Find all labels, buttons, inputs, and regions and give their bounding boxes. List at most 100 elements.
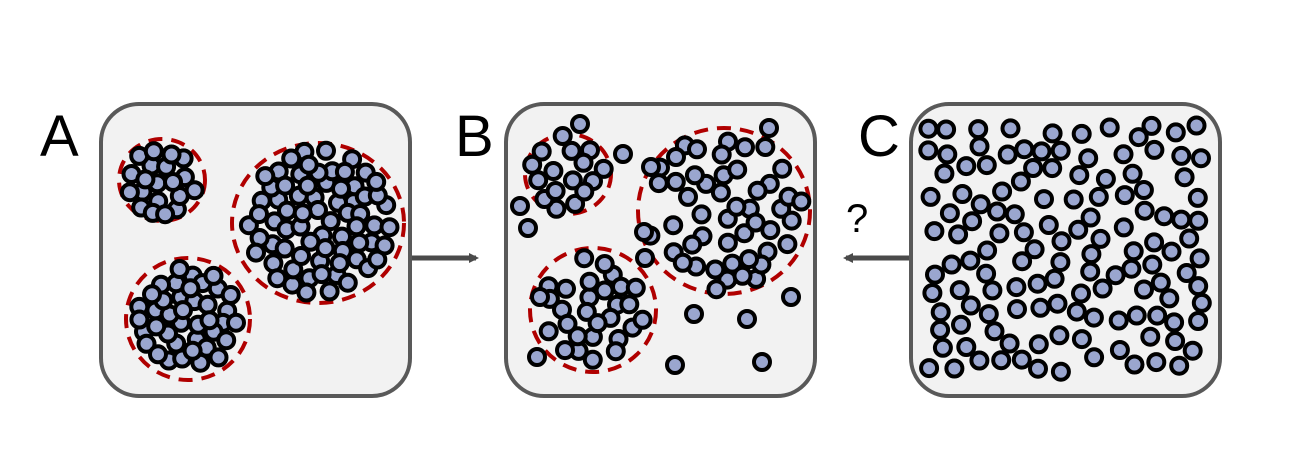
panel-c-particle — [1113, 217, 1134, 238]
panel-c-particle — [951, 314, 971, 335]
panel-c-particle — [1099, 117, 1120, 138]
panel-b-particle — [737, 309, 757, 329]
panel-c-particle — [1169, 355, 1190, 376]
panel-b-particle — [543, 161, 564, 181]
panel-c-particle — [969, 136, 990, 157]
panel-c-particle — [930, 302, 951, 323]
panel-b-particle — [634, 222, 654, 242]
panel-a-particle — [155, 204, 176, 225]
panel-a-particle — [255, 166, 276, 187]
panel-c-particle — [1113, 144, 1134, 165]
panel-c-particle — [1141, 115, 1162, 136]
panel-b-particle — [530, 287, 550, 307]
panel-a-particle — [203, 265, 224, 286]
panel-b-particle — [574, 248, 595, 269]
panel-c-particle — [968, 119, 989, 140]
panel-c-particle — [1071, 283, 1091, 304]
panel-c-particle — [952, 184, 973, 204]
panel-c-particle — [1133, 180, 1154, 200]
panel-c-particle — [1078, 148, 1099, 169]
panel-c-particle — [1124, 354, 1145, 375]
panel-a-particle — [298, 154, 319, 175]
panel-c-particle — [1050, 361, 1071, 382]
panel-c-particle — [1171, 209, 1192, 230]
panel-a-particle — [329, 253, 350, 274]
panel-b-particles — [510, 114, 812, 375]
panel-b-particle — [579, 271, 600, 292]
panel-a-particle — [208, 347, 229, 368]
panel-c-particle — [918, 140, 939, 161]
panel-c-particle — [1186, 115, 1207, 136]
panel-c-particle — [1042, 123, 1063, 144]
panel-c-particle — [1080, 261, 1101, 282]
panel-a-particle — [142, 284, 162, 305]
panel-b-particle — [717, 232, 738, 253]
panel-b-particle — [556, 278, 576, 299]
panel-c-particle — [1191, 148, 1211, 169]
panel-c-particle — [1161, 241, 1182, 262]
panel-c-particle — [1088, 186, 1109, 207]
panel-c-particle — [925, 264, 945, 285]
panel-c-particle — [1007, 299, 1027, 320]
panel-a-particle — [346, 216, 367, 237]
panel-b-particle — [527, 347, 547, 367]
panel-a-particle — [337, 272, 358, 293]
panel-c-particle — [941, 254, 962, 275]
panel-a-particle — [320, 211, 341, 232]
panel-b-particle — [552, 126, 573, 146]
panel-c-particle — [1191, 292, 1212, 313]
panel-a-particle — [277, 200, 297, 221]
panel-b-particle — [582, 349, 603, 370]
panel-c-particle — [1128, 127, 1149, 148]
panel-c-particle — [1063, 189, 1084, 210]
panel-b-particle — [755, 137, 776, 157]
panel-c-particle — [1028, 358, 1048, 379]
panel-b-particle — [682, 234, 703, 255]
panel-b-particle — [691, 204, 712, 225]
panel-c-particle — [1006, 277, 1027, 298]
panel-a-particle — [182, 340, 203, 361]
panel-b-particle — [772, 158, 793, 179]
panel-b-particle — [641, 157, 661, 177]
panel-b-particle — [594, 280, 615, 301]
panel-a-particle — [129, 309, 150, 330]
panel-b-particle — [665, 171, 686, 192]
panel-c-particle — [1159, 288, 1180, 309]
panel-b-particle — [760, 220, 781, 241]
panel-b-particle — [632, 309, 653, 330]
panel-b-particle — [587, 313, 608, 334]
panel-b-particle — [726, 196, 747, 217]
panel-b-particle — [710, 182, 731, 203]
panel-b-particle — [747, 180, 768, 201]
panel-a-particle — [161, 144, 182, 165]
panel-b-particle — [759, 118, 779, 138]
panel-a-particle — [281, 148, 302, 169]
panel-c-particle — [956, 156, 977, 177]
panel-b-particle — [594, 254, 615, 274]
panel-c-particle — [956, 337, 977, 357]
panel-b-particle — [573, 152, 594, 173]
panel-c-particle — [1182, 340, 1203, 361]
panel-c-particle — [1028, 334, 1049, 355]
panel-b-particle — [510, 196, 530, 216]
panel-c-particle — [1121, 258, 1142, 279]
panel-a-particle — [148, 344, 168, 365]
panel-a-particle — [275, 175, 296, 196]
panel-c-particle — [1164, 312, 1185, 333]
panel-b-particle — [706, 279, 727, 300]
panel-b-particle — [635, 248, 655, 268]
panel-c-particle — [982, 280, 1003, 301]
panel-c-particle — [1081, 244, 1102, 265]
panel-b-particle — [752, 352, 772, 372]
panel-a-particle — [184, 180, 205, 201]
panel-a-particle — [146, 316, 167, 337]
panel-c-particle — [1146, 352, 1167, 373]
panel-c-particle — [948, 224, 969, 245]
panel-a-particle — [316, 140, 336, 161]
panel-b-particle — [555, 340, 575, 361]
panel-b-particle — [663, 215, 684, 236]
panel-b-particle — [665, 355, 685, 375]
panel-c-particle — [937, 144, 958, 165]
panel-a-particle — [334, 161, 355, 182]
panel-c-particle — [1013, 222, 1034, 243]
